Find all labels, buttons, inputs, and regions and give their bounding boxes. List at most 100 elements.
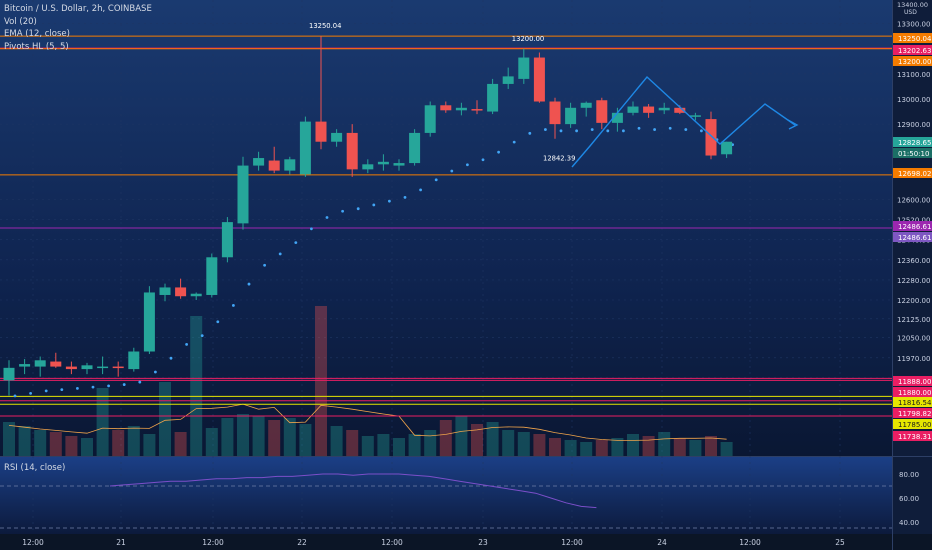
price-tick-label: 13000.00 [897, 96, 930, 104]
current-price-label-bg [893, 137, 932, 147]
candle-body [221, 222, 233, 258]
ema-dot [497, 150, 500, 154]
level-label: 11888.00 [898, 378, 931, 386]
ema-dot [372, 203, 376, 207]
pivot-label: 13250.04 [309, 22, 341, 30]
pivot-label: 13200.00 [512, 35, 544, 43]
volume-bar [330, 426, 343, 456]
ema-dot [606, 129, 610, 133]
candles [3, 36, 733, 396]
time-tick-label: 25 [835, 538, 845, 547]
ema-dot [60, 388, 64, 392]
time-tick-label: 12:00 [22, 538, 44, 547]
volume-bar [517, 432, 530, 456]
level-label-bg [893, 419, 932, 429]
candle-body [611, 112, 623, 123]
chart-legend: Bitcoin / U.S. Dollar, 2h, COINBASE Vol … [4, 3, 152, 53]
volume-bar [268, 420, 281, 456]
legend-ema[interactable]: EMA (12, close) [4, 29, 70, 39]
volume-bar [18, 426, 31, 456]
ema-dot [278, 252, 282, 256]
volume-bar [720, 442, 733, 456]
ema-dot [528, 131, 532, 135]
volume-bar [658, 432, 671, 456]
ema-dot [232, 304, 235, 307]
candle-body [315, 121, 327, 142]
volume-bar [361, 436, 374, 456]
ema-dot [419, 188, 422, 192]
price-tick-label: 13100.00 [897, 71, 930, 79]
candle-body [268, 160, 280, 171]
ema-dot [247, 282, 251, 286]
ema-dot [559, 129, 563, 133]
ema-dot [185, 342, 189, 346]
candle-body [424, 105, 436, 133]
legend-pivots[interactable]: Pivots HL (5, 5) [4, 41, 69, 52]
volume-bar [424, 430, 437, 456]
price-tick-label: 13300.00 [897, 21, 930, 29]
volume-bar [689, 440, 702, 456]
volume-bar [502, 430, 515, 456]
horizontal-levels [0, 35, 892, 417]
candle-body [409, 132, 421, 164]
time-tick-label: 12:00 [381, 538, 403, 547]
rsi-title[interactable]: RSI (14, close) [4, 463, 66, 473]
level-label-bg [893, 33, 932, 43]
price-tick-label: 12900.00 [897, 121, 930, 129]
candle-body [565, 107, 577, 125]
level-label: 12486.61 [898, 223, 931, 231]
legend-volume[interactable]: Vol (20) [4, 16, 37, 27]
volume-bar [377, 434, 390, 456]
volume-bar [190, 316, 203, 456]
candle-body [689, 115, 701, 117]
volume-bar [549, 438, 561, 456]
volume-bar [408, 434, 421, 456]
candle-body [34, 360, 46, 367]
price-tick-label: 12520.00 [897, 217, 930, 225]
ema-dot [512, 140, 516, 144]
axis-currency-label: USD [904, 9, 917, 16]
price-tick-label: 12360.00 [897, 257, 930, 265]
volume-bar [439, 420, 452, 456]
candle-body [674, 107, 686, 113]
candle-body [159, 287, 171, 295]
ema-dot [44, 389, 48, 393]
level-label: 11880.00 [898, 389, 931, 397]
candle-body [705, 119, 717, 156]
time-tick-label: 24 [657, 538, 667, 547]
candle-body [580, 102, 592, 108]
ema-dot [403, 196, 407, 199]
candle-body [190, 293, 202, 297]
level-label: 13200.00 [898, 58, 931, 66]
volume-bar [34, 430, 47, 456]
volume-bar [49, 432, 62, 456]
level-label-bg [893, 232, 932, 242]
countdown-label-bg [893, 148, 932, 158]
level-label-bg [893, 397, 932, 407]
volume-bar [533, 434, 546, 456]
level-label-bg [893, 431, 932, 441]
ema-dot [544, 128, 547, 131]
ema-dot [622, 129, 625, 133]
ema-dot [637, 126, 641, 130]
volume-bar [564, 440, 577, 456]
candle-body [393, 163, 405, 166]
ema-dot [310, 227, 313, 231]
time-axis: 12:00 21 12:00 22 12:00 23 12:00 24 12:00 25 [22, 538, 845, 547]
candle-body [658, 107, 670, 111]
volume-bar [174, 432, 187, 456]
candle-body [533, 57, 545, 102]
ema-dot [107, 384, 110, 388]
volume-bar [627, 434, 639, 456]
candle-body [50, 361, 62, 367]
candle-body [627, 106, 639, 113]
ema-dot [700, 129, 703, 133]
candle-body [65, 366, 77, 370]
current-price-label: 12828.65 [898, 139, 931, 147]
candle-body [377, 161, 389, 165]
ema-dot [684, 128, 688, 131]
legend-title: Bitcoin / U.S. Dollar, 2h, COINBASE [4, 4, 152, 14]
ema-dot [76, 386, 79, 390]
